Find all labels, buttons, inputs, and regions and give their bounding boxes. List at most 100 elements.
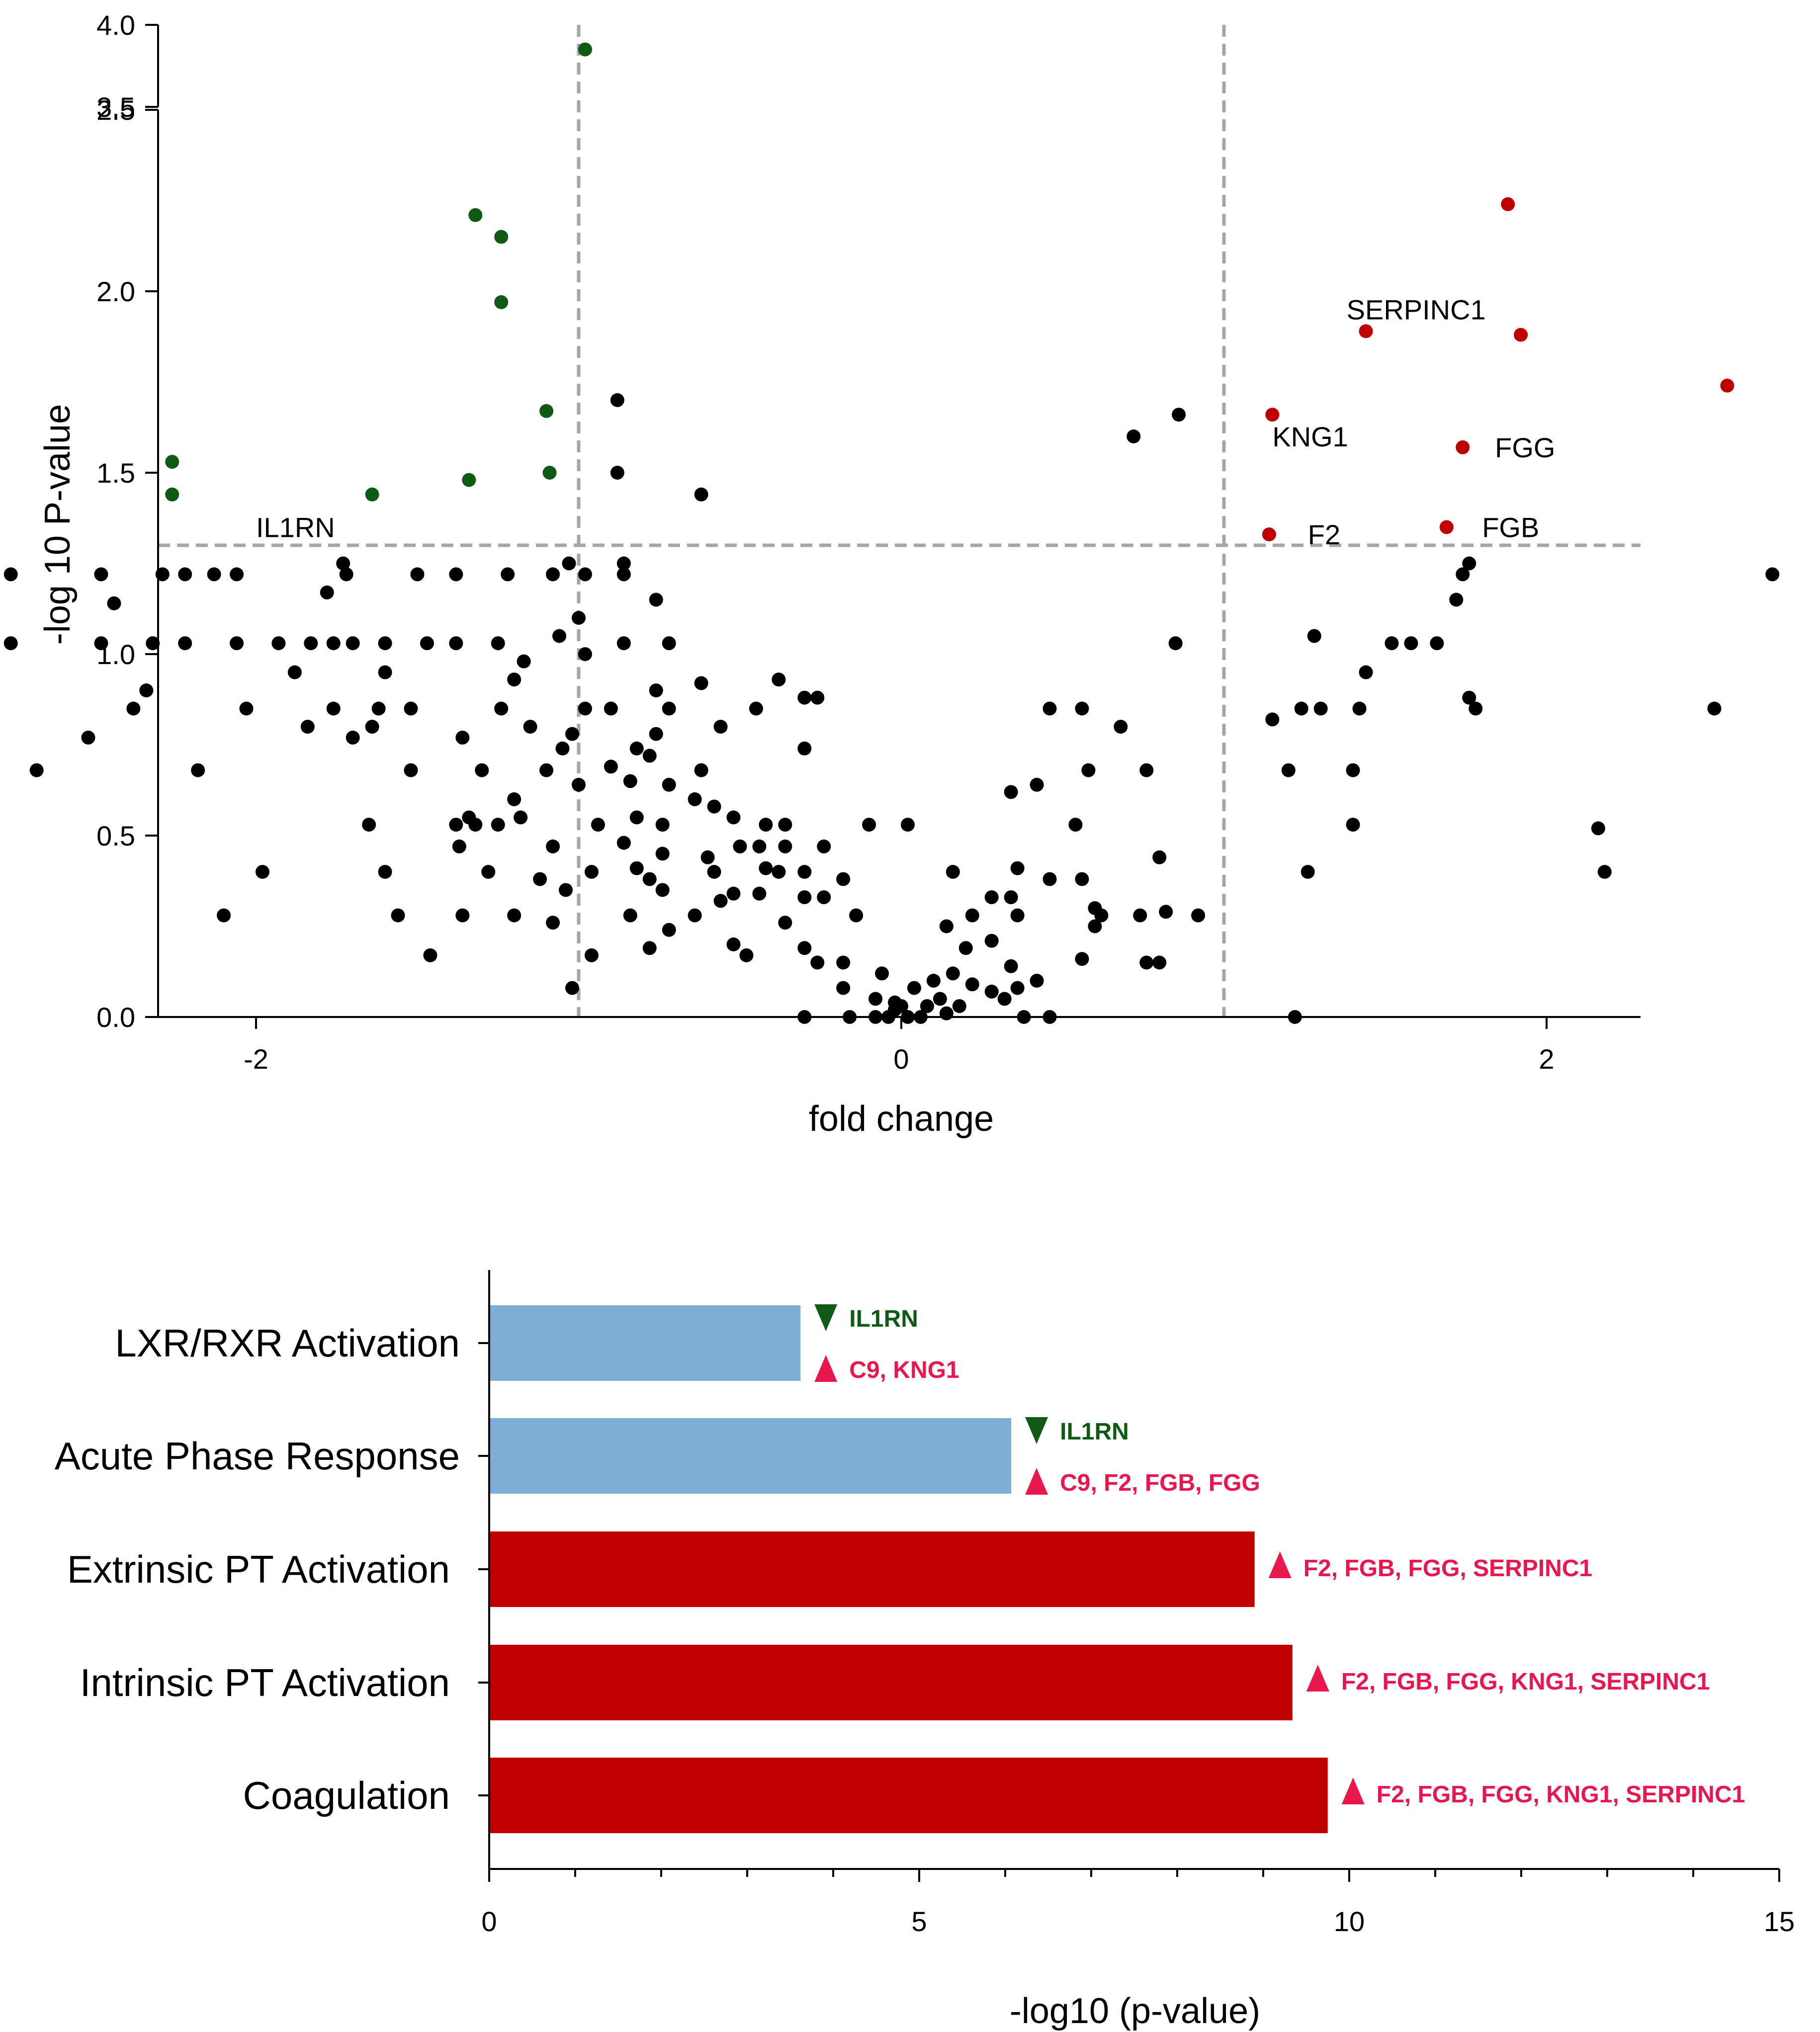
- point-nonsignificant: [1591, 821, 1605, 836]
- point-nonsignificant: [933, 992, 947, 1006]
- y-tick-label: 0.0: [96, 1002, 135, 1033]
- point-nonsignificant: [404, 701, 418, 716]
- pathway-label: Intrinsic PT Activation: [80, 1661, 450, 1704]
- point-upregulated: [1514, 328, 1528, 342]
- point-nonsignificant: [507, 908, 521, 923]
- point-nonsignificant: [1294, 701, 1308, 716]
- point-nonsignificant: [1159, 905, 1173, 919]
- point-nonsignificant: [491, 818, 505, 832]
- point-nonsignificant: [984, 933, 999, 948]
- point-upregulated: [1265, 408, 1280, 422]
- point-nonsignificant: [662, 923, 676, 937]
- point-nonsignificant: [494, 701, 509, 716]
- point-nonsignificant: [984, 890, 999, 905]
- point-nonsignificant: [772, 673, 786, 687]
- pathway-bar: [489, 1645, 1293, 1720]
- point-nonsignificant: [862, 818, 876, 832]
- point-nonsignificant: [907, 981, 921, 995]
- y-tick-label: 0.5: [96, 820, 135, 851]
- point-nonsignificant: [623, 774, 637, 788]
- downregulated-genes: IL1RN: [1060, 1419, 1129, 1445]
- point-nonsignificant: [965, 908, 979, 923]
- point-nonsignificant: [1139, 763, 1154, 777]
- point-nonsignificant: [1352, 701, 1367, 716]
- upregulated-genes: C9, F2, FGB, FGG: [1060, 1470, 1260, 1496]
- point-nonsignificant: [481, 865, 496, 879]
- point-nonsignificant: [836, 981, 851, 995]
- point-nonsignificant: [578, 567, 592, 582]
- point-nonsignificant: [572, 777, 586, 792]
- volcano-y-axis-title: -log 10 P-value: [38, 404, 78, 645]
- pathway-label: LXR/RXR Activation: [115, 1321, 460, 1365]
- point-upregulated: [1720, 378, 1734, 393]
- point-nonsignificant: [778, 916, 792, 930]
- point-downregulated: [494, 230, 509, 244]
- point-nonsignificant: [449, 636, 463, 651]
- pathway-bar: [489, 1305, 801, 1381]
- point-nonsignificant: [507, 673, 521, 687]
- point-nonsignificant: [759, 861, 773, 875]
- up-triangle-icon: [1341, 1778, 1365, 1804]
- point-nonsignificant: [939, 1006, 953, 1020]
- point-nonsignificant: [629, 741, 644, 756]
- point-downregulated: [365, 487, 379, 502]
- point-nonsignificant: [517, 654, 531, 669]
- point-downregulated: [494, 295, 509, 309]
- point-nonsignificant: [552, 629, 567, 643]
- down-triangle-icon: [1025, 1417, 1048, 1444]
- point-nonsignificant: [610, 393, 624, 407]
- point-nonsignificant: [1075, 952, 1089, 966]
- point-nonsignificant: [797, 741, 812, 756]
- point-nonsignificant: [578, 701, 592, 716]
- point-nonsignificant: [565, 981, 580, 995]
- x-tick-label: 2: [1539, 1043, 1554, 1075]
- point-nonsignificant: [642, 941, 657, 955]
- point-nonsignificant: [984, 984, 999, 999]
- point-nonsignificant: [1030, 974, 1044, 988]
- point-nonsignificant: [1081, 763, 1096, 777]
- gene-annotations: IL1RN C9, KNG1 IL1RN C9, F2, FGB, FGG F2, FG…: [814, 1304, 1745, 1808]
- point-nonsignificant: [559, 883, 573, 897]
- point-nonsignificant: [604, 701, 618, 716]
- point-nonsignificant: [420, 636, 434, 651]
- point-nonsignificant: [726, 886, 741, 901]
- point-nonsignificant: [287, 665, 302, 679]
- point-nonsignificant: [3, 636, 18, 651]
- x-tick-label: 15: [1764, 1906, 1795, 1937]
- point-nonsignificant: [1462, 690, 1476, 705]
- point-nonsignificant: [868, 992, 883, 1006]
- point-nonsignificant: [339, 567, 353, 582]
- threshold-lines: [158, 25, 1641, 1017]
- point-nonsignificant: [849, 908, 864, 923]
- point-nonsignificant: [707, 865, 721, 879]
- point-nonsignificant: [501, 567, 515, 582]
- point-nonsignificant: [817, 839, 831, 853]
- point-nonsignificant: [662, 777, 676, 792]
- point-nonsignificant: [694, 487, 708, 502]
- point-nonsignificant: [900, 818, 915, 832]
- point-nonsignificant: [178, 636, 192, 651]
- point-downregulated: [578, 42, 592, 57]
- bars: [489, 1305, 1328, 1833]
- point-nonsignificant: [920, 999, 934, 1014]
- point-nonsignificant: [1127, 429, 1141, 443]
- pathway-label: Acute Phase Response: [55, 1434, 460, 1478]
- gene-point-label: FGB: [1482, 512, 1539, 543]
- point-nonsignificant: [655, 883, 670, 897]
- point-nonsignificant: [707, 799, 721, 814]
- category-labels: LXR/RXR Activation Acute Phase Response Ex…: [55, 1321, 460, 1817]
- point-nonsignificant: [926, 974, 941, 988]
- point-nonsignificant: [320, 585, 334, 599]
- up-triangle-icon: [814, 1355, 838, 1382]
- upregulated-genes: F2, FGB, FGG, KNG1, SERPINC1: [1377, 1781, 1745, 1808]
- point-nonsignificant: [700, 850, 715, 864]
- volcano-plot: -4-20240.00.51.01.52.02.53.54.0 SERPINC1…: [3, 9, 1780, 1139]
- point-nonsignificant: [642, 749, 657, 763]
- point-nonsignificant: [649, 683, 663, 697]
- point-nonsignificant: [378, 636, 392, 651]
- point-nonsignificant: [616, 836, 631, 850]
- point-nonsignificant: [688, 792, 702, 806]
- point-nonsignificant: [371, 701, 386, 716]
- point-nonsignificant: [139, 683, 154, 697]
